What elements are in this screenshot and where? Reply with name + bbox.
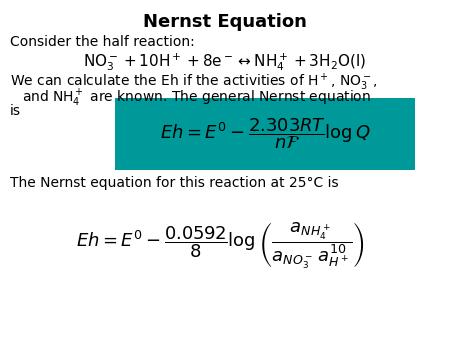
Text: We can calculate the Eh if the activities of H$^+$, NO$_3^-$,: We can calculate the Eh if the activitie… bbox=[10, 72, 378, 93]
Text: $Eh = E^0 - \dfrac{0.0592}{8}\log\left(\dfrac{a_{NH_4^+}}{a_{NO_3^-}\,a_{H^+}^{1: $Eh = E^0 - \dfrac{0.0592}{8}\log\left(\… bbox=[76, 220, 365, 270]
Bar bbox=[115, 98, 415, 170]
Text: $Eh = E^0 - \dfrac{2.303RT}{n\mathcal{F}}\log Q$: $Eh = E^0 - \dfrac{2.303RT}{n\mathcal{F}… bbox=[160, 117, 370, 151]
Text: and NH$_4^+$ are known. The general Nernst equation: and NH$_4^+$ are known. The general Nern… bbox=[22, 88, 371, 109]
Text: Nernst Equation: Nernst Equation bbox=[143, 13, 307, 31]
Text: Consider the half reaction:: Consider the half reaction: bbox=[10, 35, 195, 49]
Text: The Nernst equation for this reaction at 25°C is: The Nernst equation for this reaction at… bbox=[10, 176, 338, 190]
Text: is: is bbox=[10, 104, 21, 118]
Text: $\mathrm{NO_3^- + 10H^+ + 8e^- \leftrightarrow NH_4^+ + 3H_2O(l)}$: $\mathrm{NO_3^- + 10H^+ + 8e^- \leftrigh… bbox=[83, 51, 367, 73]
